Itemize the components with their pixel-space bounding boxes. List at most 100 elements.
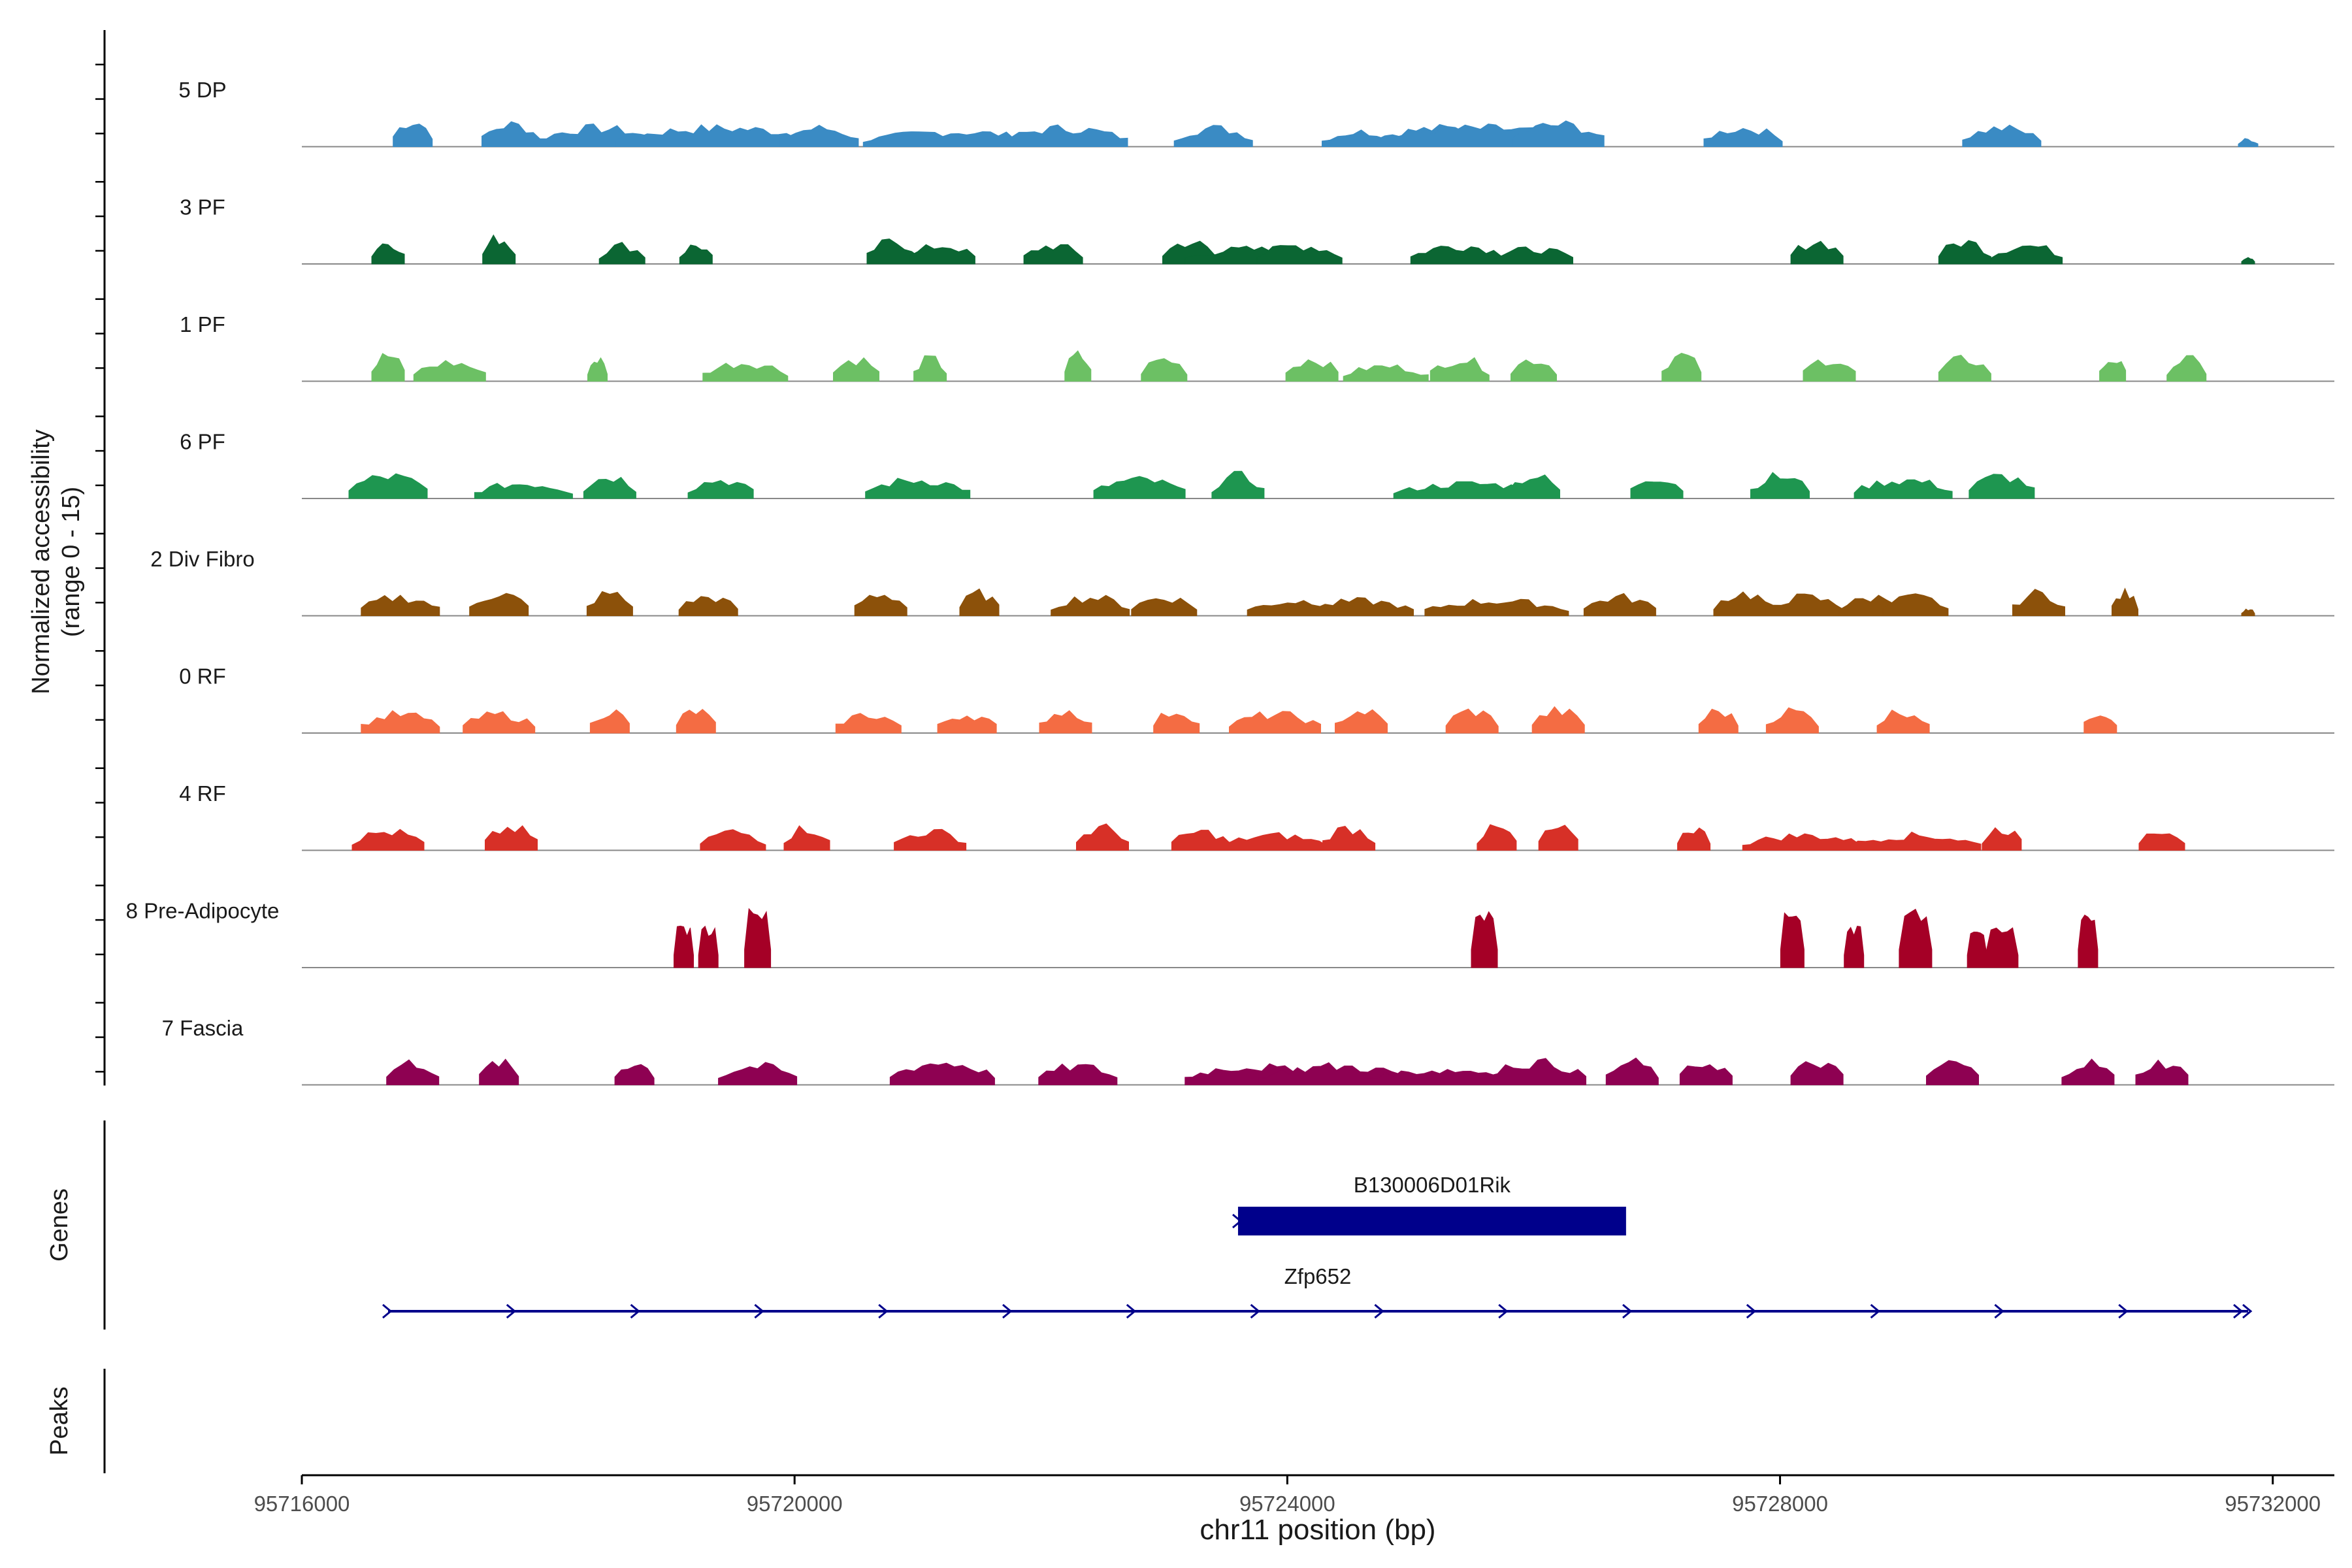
x-axis-title: chr11 position (bp) <box>1200 1514 1435 1546</box>
track-3-pf: 3 PF <box>180 195 2334 265</box>
coverage-peak <box>913 355 947 382</box>
coverage-peak <box>361 595 440 616</box>
coverage-peak <box>469 593 529 616</box>
coverage-peak <box>1309 596 1414 616</box>
strand-arrow <box>1498 1303 1509 1319</box>
coverage-peak <box>482 234 516 265</box>
coverage-peak <box>1076 823 1129 851</box>
coverage-peak <box>1968 474 2035 499</box>
coverage-peak <box>1742 833 1867 851</box>
coverage-peak <box>718 1062 798 1085</box>
strand-arrow <box>1126 1303 1137 1319</box>
track-label: 7 Fascia <box>162 1016 244 1040</box>
coverage-peak <box>2166 355 2207 382</box>
coverage-peak <box>698 925 719 968</box>
strand-arrow <box>754 1303 764 1319</box>
coverage-peak <box>1703 128 1783 147</box>
coverage-peak <box>779 125 859 147</box>
coverage-peak <box>1141 358 1188 382</box>
gene-models: B130006D01Rik Zfp652 <box>382 1173 2253 1319</box>
coverage-peak <box>2241 257 2255 265</box>
coverage-peak <box>1171 830 1231 851</box>
coverage-peak <box>1630 481 1684 499</box>
x-axis: 95716000 95720000 95724000 95728000 95732000 <box>254 1474 2334 1516</box>
coverage-peak <box>959 588 1000 616</box>
coverage-peak <box>371 353 405 382</box>
coverage-peak <box>393 123 433 147</box>
coverage-peak <box>1211 470 1265 499</box>
coverage-peak <box>2061 1058 2115 1085</box>
coverage-peak <box>1679 1064 1733 1085</box>
track-8-pre-adipocyte: 8 Pre-Adipocyte <box>126 899 2334 968</box>
coverage-peak <box>1477 824 1517 851</box>
track-0-rf: 0 RF <box>179 664 2334 734</box>
coverage-peak <box>1844 925 1865 968</box>
coverage-peak <box>589 709 630 734</box>
coverage-peak <box>1790 240 1844 265</box>
coverage-peak <box>702 363 789 382</box>
coverage-peak <box>1713 591 1773 616</box>
coverage-peak <box>1854 479 1953 499</box>
coverage-peak <box>1899 908 1933 968</box>
track-label: 3 PF <box>180 195 225 220</box>
coverage-peak <box>2099 361 2127 382</box>
coverage-peak <box>1039 710 1092 734</box>
coverage-peak <box>1222 832 1328 851</box>
coverage-peak <box>1938 354 1991 382</box>
strand-arrow <box>2118 1303 2129 1319</box>
x-tick-label: 95732000 <box>2225 1492 2321 1516</box>
coverage-peak <box>1322 825 1376 851</box>
coverage-peak <box>1511 359 1557 382</box>
x-tick-label: 95716000 <box>254 1492 350 1516</box>
coverage-peak <box>1882 593 1949 616</box>
coverage-peak <box>371 243 405 265</box>
track-label: 0 RF <box>179 664 226 689</box>
coverage-peak <box>2012 589 2065 616</box>
coverage-peak <box>1698 708 1739 734</box>
coverage-peak <box>1790 1061 1844 1085</box>
coverage-peak <box>1343 364 1429 382</box>
strand-arrow <box>1374 1303 1384 1319</box>
x-tick-label: 95728000 <box>1732 1492 1828 1516</box>
coverage-peak <box>1926 1060 1979 1085</box>
coverage-peak <box>413 360 486 382</box>
coverage-peak <box>1038 1063 1118 1085</box>
coverage-peak <box>1023 244 1083 265</box>
coverage-peak <box>479 1058 519 1085</box>
track-label: 2 Div Fibro <box>150 547 255 571</box>
track-2-div-fibro: 2 Div Fibro <box>150 547 2334 617</box>
coverage-peak <box>1093 476 1186 499</box>
y-axis-title: Normalized accessibility (range 0 - 15) <box>27 429 85 694</box>
coverage-peak <box>598 242 645 265</box>
coverage-peak <box>1003 124 1128 147</box>
coverage-peak <box>463 711 536 734</box>
x-tick-label: 95724000 <box>1239 1492 1335 1516</box>
coverage-y-axis <box>95 30 106 1086</box>
coverage-peak <box>482 121 541 147</box>
strand-arrow <box>630 1303 640 1319</box>
track-label: 8 Pre-Adipocyte <box>126 899 280 923</box>
coverage-peak <box>1410 246 1509 265</box>
coverage-peak <box>1985 927 2019 968</box>
coverage-peak <box>2238 138 2259 147</box>
coverage-tracks: 5 DP 3 PF 1 PF 6 PF 2 Div Fibro 0 RF 4 RF 8 Pre… <box>126 78 2334 1086</box>
gene-label: B130006D01Rik <box>1354 1173 1511 1197</box>
coverage-peak <box>1990 245 2063 265</box>
coverage-peak <box>2138 833 2185 851</box>
genes-panel-label: Genes <box>46 1188 73 1262</box>
track-6-pf: 6 PF <box>180 430 2334 499</box>
coverage-peak <box>1471 911 1498 968</box>
coverage-peak <box>1780 912 1805 968</box>
strand-arrow <box>1994 1303 2004 1319</box>
coverage-peak <box>1131 597 1198 616</box>
coverage-peak <box>1661 352 1702 382</box>
coverage-peak <box>1583 593 1656 616</box>
coverage-peak <box>1429 357 1490 382</box>
peaks-panel-label: Peaks <box>46 1386 73 1456</box>
coverage-peak <box>937 715 997 734</box>
coverage-peak <box>474 483 573 499</box>
strand-arrow <box>1002 1303 1013 1319</box>
coverage-peak <box>1876 710 1930 734</box>
coverage-peak <box>586 591 633 616</box>
coverage-peak <box>1256 245 1343 265</box>
